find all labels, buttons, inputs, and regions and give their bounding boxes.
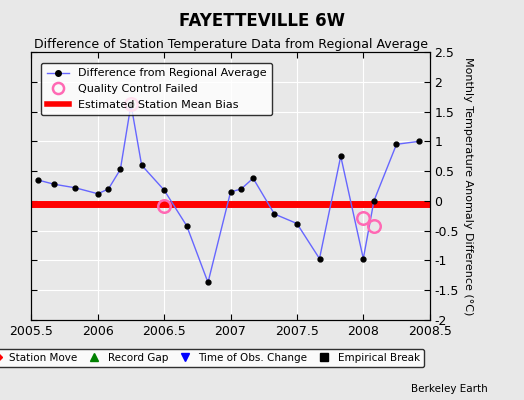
Y-axis label: Monthly Temperature Anomaly Difference (°C): Monthly Temperature Anomaly Difference (…: [463, 57, 473, 315]
Title: Difference of Station Temperature Data from Regional Average: Difference of Station Temperature Data f…: [34, 38, 428, 51]
Text: Berkeley Earth: Berkeley Earth: [411, 384, 487, 394]
Text: FAYETTEVILLE 6W: FAYETTEVILLE 6W: [179, 12, 345, 30]
Legend: Station Move, Record Gap, Time of Obs. Change, Empirical Break: Station Move, Record Gap, Time of Obs. C…: [0, 349, 424, 367]
